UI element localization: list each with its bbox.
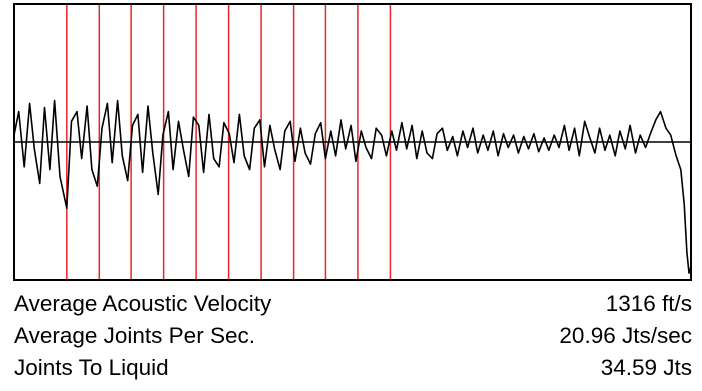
stat-row-joints-to-liquid: Joints To Liquid 34.59 Jts [14, 352, 692, 384]
stat-row-joints-per-sec: Average Joints Per Sec. 20.96 Jts/sec [14, 320, 692, 352]
acoustic-velocity-value: 1316 ft/s [605, 291, 692, 316]
acoustic-velocity-label: Average Acoustic Velocity [14, 291, 272, 316]
joints-to-liquid-value: 34.59 Jts [600, 355, 692, 380]
joints-per-sec-label: Average Joints Per Sec. [14, 323, 255, 348]
stats-panel: Average Acoustic Velocity 1316 ft/s Aver… [14, 288, 692, 384]
acoustic-trace-line [13, 99, 692, 274]
joints-to-liquid-label: Joints To Liquid [14, 355, 169, 380]
joints-per-sec-value: 20.96 Jts/sec [559, 323, 692, 348]
acoustic-trace-chart [13, 3, 692, 281]
stat-row-acoustic-velocity: Average Acoustic Velocity 1316 ft/s [14, 288, 692, 320]
